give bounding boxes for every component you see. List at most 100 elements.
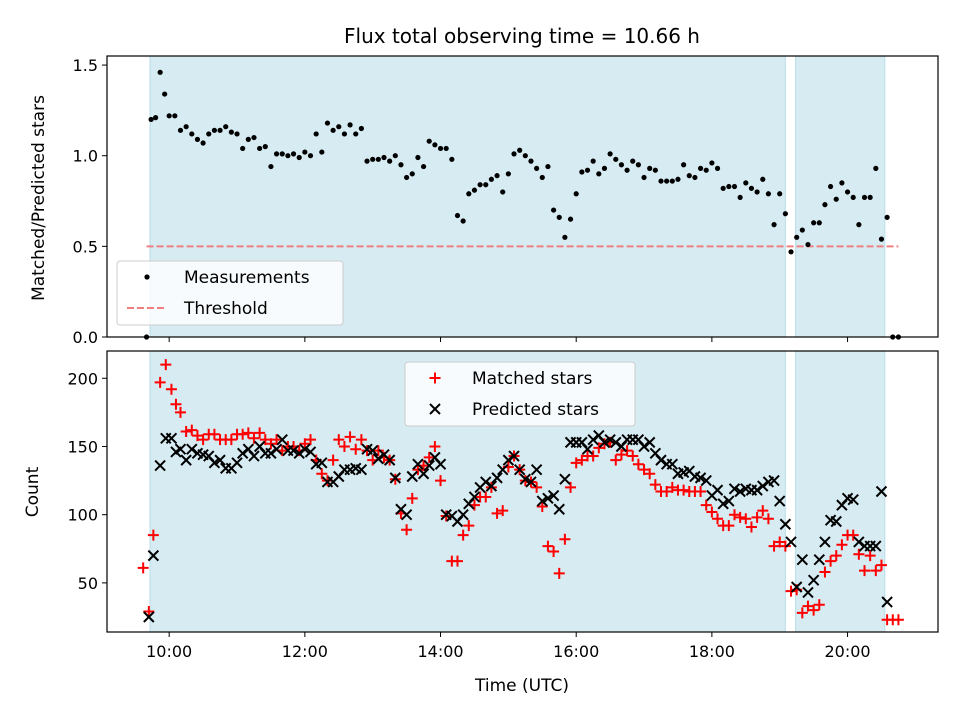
legend-label: Measurements <box>184 268 310 288</box>
measurement-point <box>148 116 154 123</box>
predicted-point <box>853 536 865 548</box>
measurement-point <box>200 140 206 146</box>
predicted-point <box>468 491 481 503</box>
matched-point <box>435 475 447 487</box>
measurement-point <box>189 131 195 137</box>
bottom-y-axis-label: Count <box>23 466 43 517</box>
legend-box <box>404 361 636 427</box>
predicted-point <box>293 447 305 460</box>
plot-frame <box>106 55 939 338</box>
measurement-point <box>709 160 715 166</box>
measurement-point <box>850 194 856 201</box>
matched-point <box>808 604 820 616</box>
matched-point <box>570 457 582 469</box>
plot-frame <box>106 350 939 633</box>
measurement-point <box>731 183 738 190</box>
predicted-point <box>491 472 503 484</box>
measurement-point <box>217 127 223 133</box>
predicted-point <box>147 549 160 562</box>
matched-point <box>621 445 633 457</box>
measurement-point <box>358 125 364 132</box>
measurement-point <box>245 136 251 142</box>
measurement-point <box>567 216 574 222</box>
predicted-point <box>581 443 594 455</box>
y-tick-label: 100 <box>67 506 98 525</box>
measurement-point <box>162 91 168 97</box>
measurement-point <box>268 163 274 170</box>
matched-point <box>480 491 492 503</box>
measurement-point <box>500 189 506 195</box>
matched-point <box>785 585 797 597</box>
matched-point <box>638 464 650 476</box>
measurement-point <box>449 156 455 162</box>
measurement-point <box>166 113 172 119</box>
measurement-point <box>584 167 591 173</box>
measurement-point <box>856 222 862 228</box>
y-tick-label: 200 <box>67 369 98 388</box>
series-measurements <box>143 69 902 340</box>
measurement-point <box>228 129 234 135</box>
measurement-point <box>601 165 608 171</box>
measurement-point <box>878 236 885 242</box>
predicted-point <box>412 458 424 470</box>
measurement-point <box>556 214 562 220</box>
measurement-point <box>884 214 890 220</box>
measurement-point <box>206 131 212 137</box>
measurement-point <box>420 163 427 170</box>
measurement-point <box>426 138 432 144</box>
measurement-point <box>211 127 218 133</box>
predicted-point <box>598 436 611 449</box>
matched-point <box>259 434 271 446</box>
measurement-point <box>681 162 687 168</box>
measurement-point <box>302 149 308 155</box>
measurement-point <box>392 153 398 159</box>
measurement-point <box>534 165 540 171</box>
measurement-point <box>381 154 387 161</box>
matched-point <box>830 550 842 562</box>
matched-point <box>864 550 876 562</box>
predicted-point <box>372 453 385 465</box>
measurement-point <box>692 174 698 181</box>
matched-point <box>536 501 548 513</box>
matched-point <box>170 398 182 410</box>
measurement-point <box>861 194 868 201</box>
matched-point <box>225 434 237 446</box>
matched-point <box>154 376 166 388</box>
measurement-point <box>336 124 342 130</box>
matched-point <box>372 445 384 457</box>
matched-point <box>423 451 435 463</box>
predicted-point <box>434 458 447 470</box>
measurement-point <box>370 156 376 162</box>
measurement-point <box>483 182 489 188</box>
matched-point <box>723 520 735 532</box>
measurement-point <box>539 174 545 181</box>
matched-point <box>355 434 367 446</box>
predicted-point <box>790 581 803 593</box>
measurement-point <box>839 180 845 186</box>
measurement-point <box>517 147 523 153</box>
predicted-point <box>723 495 735 507</box>
measurement-point <box>607 151 613 157</box>
predicted-point <box>768 474 780 487</box>
predicted-point <box>711 484 724 496</box>
matched-point <box>706 506 718 518</box>
matched-point <box>774 536 786 548</box>
matched-point <box>350 443 362 455</box>
predicted-point <box>480 476 492 488</box>
matched-point <box>457 529 469 541</box>
y-tick-label: 150 <box>67 437 98 456</box>
matched-point <box>740 513 752 525</box>
matched-point <box>180 425 192 437</box>
matched-point <box>299 438 311 450</box>
measurement-point <box>624 167 630 173</box>
matched-point <box>576 454 588 466</box>
measurement-point <box>590 158 596 164</box>
matched-point <box>593 442 605 454</box>
matched-point <box>847 529 859 541</box>
matched-point <box>757 505 769 517</box>
measurement-point <box>460 218 466 224</box>
matched-point <box>728 509 740 521</box>
matched-point <box>265 438 277 450</box>
matched-point <box>779 540 791 552</box>
measurement-point <box>223 124 229 130</box>
